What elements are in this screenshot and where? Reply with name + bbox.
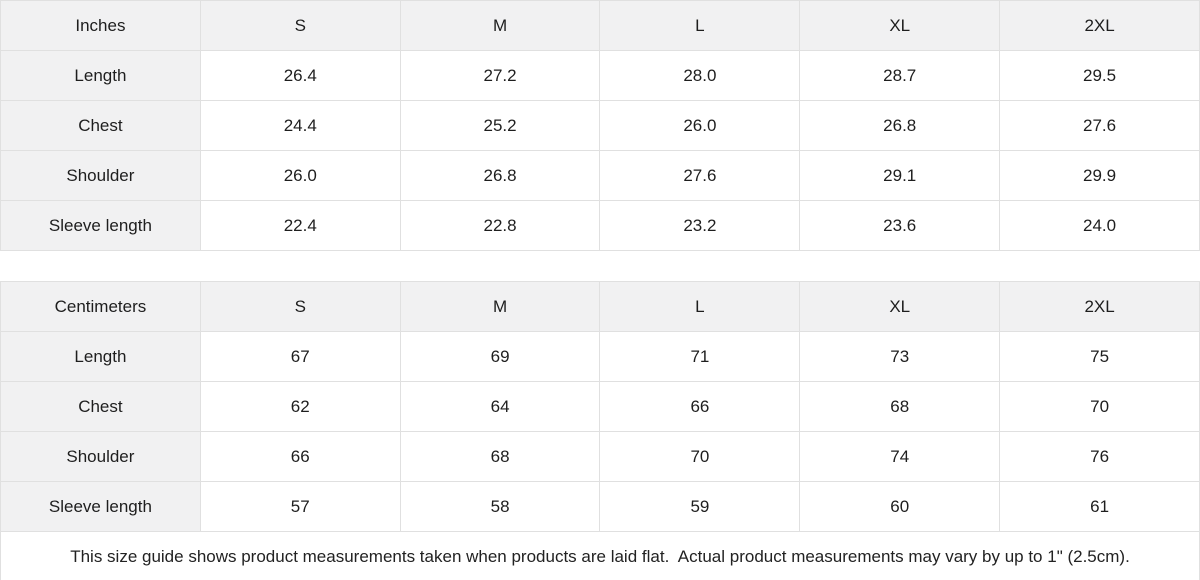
measurement-value: 59 (599, 481, 801, 532)
measurement-value: 26.4 (199, 50, 401, 101)
measurement-value: 66 (599, 381, 801, 432)
measurement-label: Length (0, 331, 201, 382)
measurement-value: 75 (999, 331, 1200, 382)
measurement-value: 26.0 (599, 100, 801, 151)
measurement-value: 27.2 (399, 50, 601, 101)
measurement-value: 22.4 (199, 200, 401, 251)
inches-header-row: Inches S M L XL 2XL (0, 0, 1200, 51)
inches-size-table: Inches S M L XL 2XL Length 26.4 27.2 28.… (0, 0, 1200, 251)
table-spacer (0, 251, 1200, 281)
measurement-value: 23.6 (799, 200, 1001, 251)
table-row-sleeve-length: Sleeve length 57 58 59 60 61 (0, 481, 1200, 532)
measurement-value: 22.8 (399, 200, 601, 251)
measurement-value: 28.7 (799, 50, 1001, 101)
measurement-label: Chest (0, 381, 201, 432)
size-col-header-xl: XL (799, 0, 1001, 51)
table-row-shoulder: Shoulder 26.0 26.8 27.6 29.1 29.9 (0, 150, 1200, 201)
measurement-value: 67 (199, 331, 401, 382)
centimeters-header-row: Centimeters S M L XL 2XL (0, 281, 1200, 332)
table-row-length: Length 26.4 27.2 28.0 28.7 29.5 (0, 50, 1200, 101)
measurement-value: 74 (799, 431, 1001, 482)
size-guide-disclaimer: This size guide shows product measuremen… (0, 532, 1200, 580)
measurement-value: 27.6 (599, 150, 801, 201)
measurement-label: Length (0, 50, 201, 101)
table-row-sleeve-length: Sleeve length 22.4 22.8 23.2 23.6 24.0 (0, 200, 1200, 251)
centimeters-size-table: Centimeters S M L XL 2XL Length 67 69 71… (0, 281, 1200, 532)
measurement-value: 76 (999, 431, 1200, 482)
measurement-value: 25.2 (399, 100, 601, 151)
measurement-value: 69 (399, 331, 601, 382)
table-row-length: Length 67 69 71 73 75 (0, 331, 1200, 382)
measurement-value: 60 (799, 481, 1001, 532)
table-row-chest: Chest 62 64 66 68 70 (0, 381, 1200, 432)
size-col-header-s: S (199, 0, 401, 51)
table-row-chest: Chest 24.4 25.2 26.0 26.8 27.6 (0, 100, 1200, 151)
measurement-value: 29.1 (799, 150, 1001, 201)
size-col-header-m: M (399, 281, 601, 332)
measurement-value: 58 (399, 481, 601, 532)
unit-header-centimeters: Centimeters (0, 281, 201, 332)
measurement-value: 62 (199, 381, 401, 432)
measurement-value: 29.5 (999, 50, 1200, 101)
table-row-shoulder: Shoulder 66 68 70 74 76 (0, 431, 1200, 482)
measurement-value: 24.4 (199, 100, 401, 151)
measurement-value: 27.6 (999, 100, 1200, 151)
size-col-header-s: S (199, 281, 401, 332)
measurement-value: 61 (999, 481, 1200, 532)
measurement-label: Sleeve length (0, 481, 201, 532)
measurement-value: 68 (799, 381, 1001, 432)
measurement-value: 70 (999, 381, 1200, 432)
measurement-label: Sleeve length (0, 200, 201, 251)
measurement-value: 26.0 (199, 150, 401, 201)
unit-header-inches: Inches (0, 0, 201, 51)
measurement-label: Shoulder (0, 431, 201, 482)
measurement-value: 71 (599, 331, 801, 382)
size-col-header-xl: XL (799, 281, 1001, 332)
measurement-value: 28.0 (599, 50, 801, 101)
measurement-value: 26.8 (799, 100, 1001, 151)
measurement-value: 29.9 (999, 150, 1200, 201)
size-col-header-2xl: 2XL (999, 281, 1200, 332)
measurement-value: 64 (399, 381, 601, 432)
measurement-value: 66 (199, 431, 401, 482)
measurement-value: 57 (199, 481, 401, 532)
measurement-value: 73 (799, 331, 1001, 382)
size-col-header-m: M (399, 0, 601, 51)
measurement-label: Shoulder (0, 150, 201, 201)
measurement-value: 26.8 (399, 150, 601, 201)
size-col-header-l: L (599, 0, 801, 51)
measurement-value: 23.2 (599, 200, 801, 251)
measurement-label: Chest (0, 100, 201, 151)
size-col-header-l: L (599, 281, 801, 332)
measurement-value: 70 (599, 431, 801, 482)
measurement-value: 68 (399, 431, 601, 482)
measurement-value: 24.0 (999, 200, 1200, 251)
size-col-header-2xl: 2XL (999, 0, 1200, 51)
